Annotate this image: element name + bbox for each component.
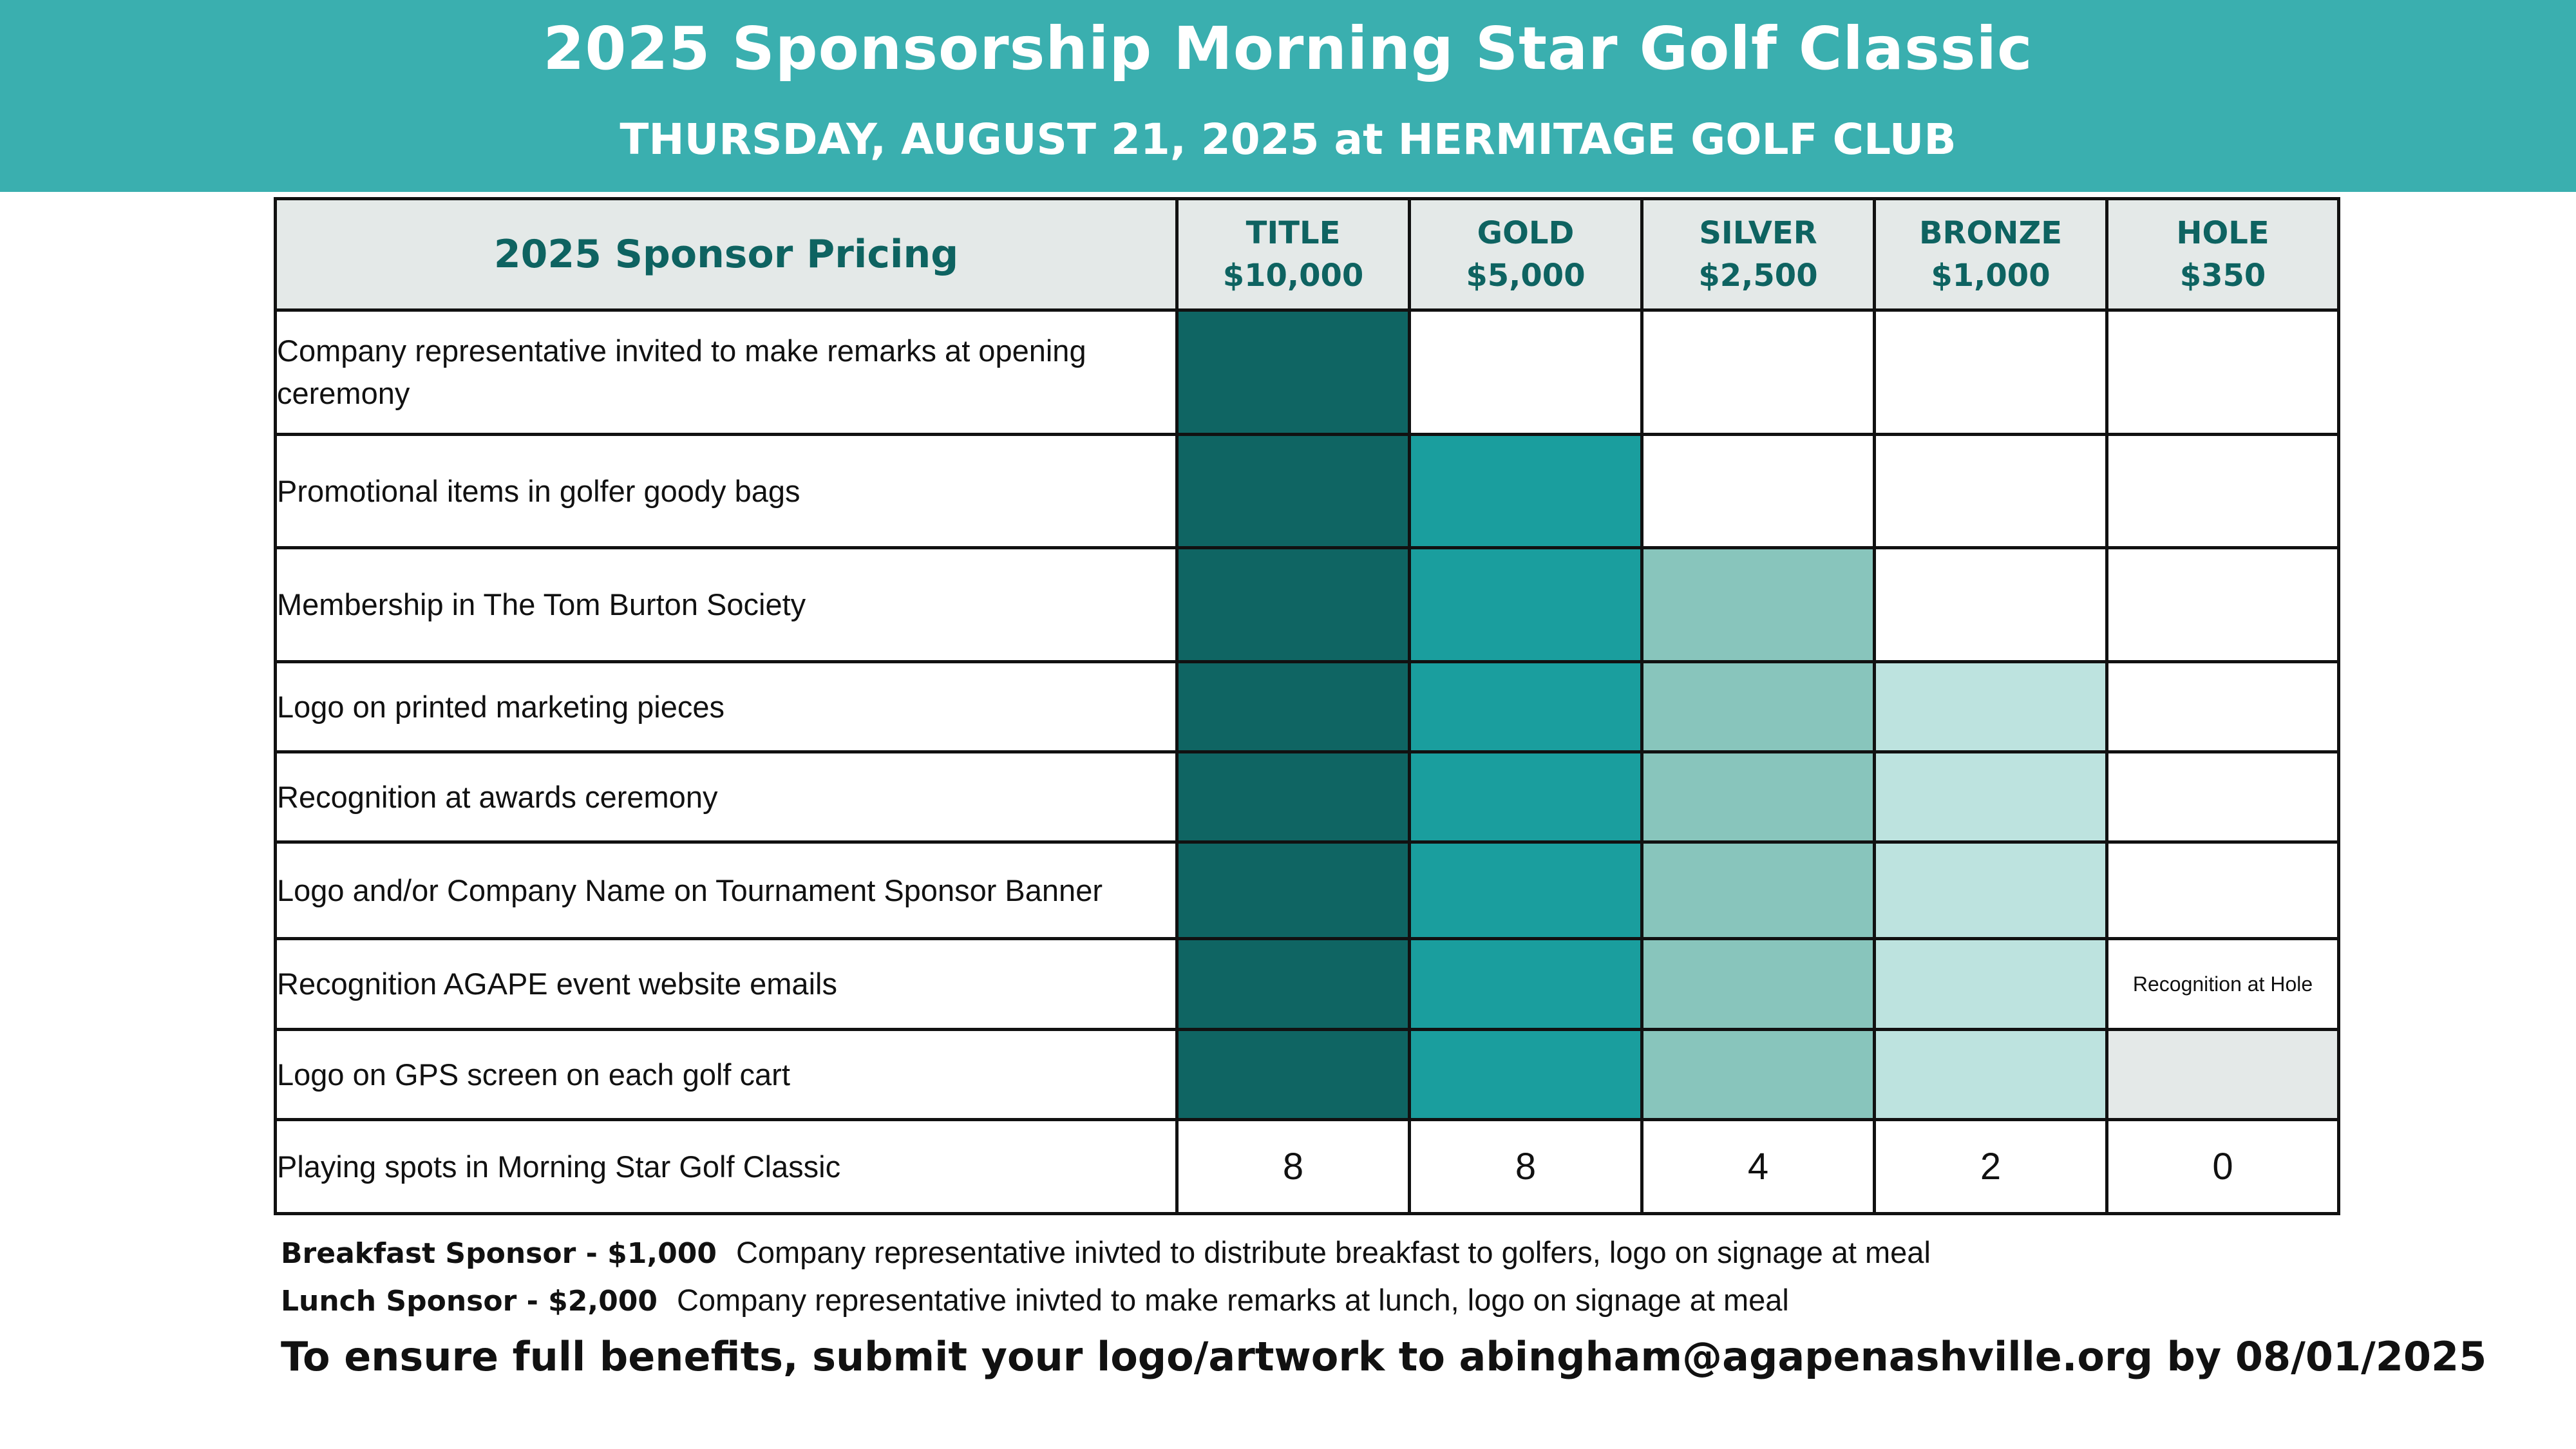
table-row: Logo and/or Company Name on Tournament S… bbox=[274, 840, 2340, 940]
tier-cell-title-included bbox=[1175, 660, 1411, 753]
tier-cell-bronze-included bbox=[1873, 1028, 2108, 1121]
tier-name: TITLE bbox=[1245, 215, 1341, 251]
tier-cell-bronze-included bbox=[1873, 840, 2108, 940]
addon-name: Lunch Sponsor - $2,000 bbox=[281, 1285, 658, 1318]
tier-cell-gold-included bbox=[1408, 660, 1643, 753]
playing-spots-silver: 4 bbox=[1640, 1118, 1876, 1215]
page-title: 2025 Sponsorship Morning Star Golf Class… bbox=[543, 14, 2033, 83]
logo-submission-notice: To ensure full benefits, submit your log… bbox=[281, 1333, 2487, 1380]
tier-cell-bronze-included bbox=[1873, 660, 2108, 753]
benefit-label: Promotional items in golfer goody bags bbox=[274, 433, 1179, 549]
benefit-label: Logo on GPS screen on each golf cart bbox=[274, 1028, 1179, 1121]
tier-cell-gold-included bbox=[1408, 546, 1643, 663]
table-header-row: 2025 Sponsor Pricing TITLE $10,000 GOLD $5… bbox=[274, 197, 2340, 312]
tier-name: GOLD bbox=[1477, 215, 1575, 251]
tier-header-gold: GOLD $5,000 bbox=[1408, 197, 1643, 312]
tier-cell-silver-included bbox=[1640, 1028, 1876, 1121]
tier-cell-bronze-empty bbox=[1873, 433, 2108, 549]
benefit-label: Recognition at awards ceremony bbox=[274, 750, 1179, 844]
tier-cell-silver-included bbox=[1640, 937, 1876, 1031]
tier-cell-bronze-included bbox=[1873, 937, 2108, 1031]
addon-sponsorships: Breakfast Sponsor - $1,000 Company repres… bbox=[281, 1229, 1931, 1324]
table-row: Logo on printed marketing pieces bbox=[274, 660, 2340, 753]
tier-cell-silver-included bbox=[1640, 750, 1876, 844]
table-row: Logo on GPS screen on each golf cart bbox=[274, 1028, 2340, 1121]
tier-header-bronze: BRONZE $1,000 bbox=[1873, 197, 2108, 312]
playing-spots-hole: 0 bbox=[2105, 1118, 2340, 1215]
tier-cell-title-included bbox=[1175, 1028, 1411, 1121]
tier-cell-title-included bbox=[1175, 308, 1411, 436]
tier-name: BRONZE bbox=[1918, 215, 2063, 251]
benefit-label: Company representative invited to make r… bbox=[274, 308, 1179, 436]
table-row: Playing spots in Morning Star Golf Class… bbox=[274, 1118, 2340, 1215]
lunch-sponsor-line: Lunch Sponsor - $2,000 Company representa… bbox=[281, 1276, 1931, 1324]
benefit-label: Logo and/or Company Name on Tournament S… bbox=[274, 840, 1179, 940]
table-row: Promotional items in golfer goody bags bbox=[274, 433, 2340, 549]
addon-name: Breakfast Sponsor - $1,000 bbox=[281, 1237, 717, 1270]
tier-price: $2,500 bbox=[1698, 258, 1818, 294]
playing-spots-gold: 8 bbox=[1408, 1118, 1643, 1215]
tier-cell-bronze-empty bbox=[1873, 308, 2108, 436]
tier-cell-hole-shaded bbox=[2105, 1028, 2340, 1121]
table-row: Recognition at awards ceremony bbox=[274, 750, 2340, 844]
event-date-location: THURSDAY, AUGUST 21, 2025 at HERMITAGE G… bbox=[620, 115, 1956, 164]
tier-header-title: TITLE $10,000 bbox=[1175, 197, 1411, 312]
tier-cell-hole-empty bbox=[2105, 433, 2340, 549]
tier-cell-silver-empty bbox=[1640, 433, 1876, 549]
tier-cell-hole-empty bbox=[2105, 750, 2340, 844]
addon-description: Company representative inivted to distri… bbox=[735, 1235, 1931, 1269]
tier-name: HOLE bbox=[2176, 215, 2269, 251]
tier-price: $5,000 bbox=[1466, 258, 1586, 294]
tier-cell-gold-included bbox=[1408, 937, 1643, 1031]
sponsor-pricing-table: 2025 Sponsor Pricing TITLE $10,000 GOLD $5… bbox=[274, 197, 2340, 1215]
tier-cell-hole-empty bbox=[2105, 308, 2340, 436]
header-banner: 2025 Sponsorship Morning Star Golf Class… bbox=[0, 0, 2576, 192]
benefit-label: Playing spots in Morning Star Golf Class… bbox=[274, 1118, 1179, 1215]
hole-recognition-note: Recognition at Hole bbox=[2105, 937, 2340, 1031]
benefit-label: Logo on printed marketing pieces bbox=[274, 660, 1179, 753]
table-row: Recognition AGAPE event website emails R… bbox=[274, 937, 2340, 1031]
tier-header-hole: HOLE $350 bbox=[2105, 197, 2340, 312]
table-row: Membership in The Tom Burton Society bbox=[274, 546, 2340, 663]
playing-spots-bronze: 2 bbox=[1873, 1118, 2108, 1215]
tier-cell-hole-empty bbox=[2105, 660, 2340, 753]
addon-description: Company representative inivted to make r… bbox=[676, 1283, 1789, 1317]
tier-cell-title-included bbox=[1175, 937, 1411, 1031]
table-row: Company representative invited to make r… bbox=[274, 308, 2340, 436]
tier-cell-title-included bbox=[1175, 433, 1411, 549]
playing-spots-title: 8 bbox=[1175, 1118, 1411, 1215]
benefit-label: Membership in The Tom Burton Society bbox=[274, 546, 1179, 663]
tier-cell-gold-included bbox=[1408, 1028, 1643, 1121]
tier-cell-gold-included bbox=[1408, 433, 1643, 549]
tier-name: SILVER bbox=[1699, 215, 1817, 251]
tier-cell-title-included bbox=[1175, 750, 1411, 844]
tier-cell-title-included bbox=[1175, 840, 1411, 940]
tier-cell-hole-empty bbox=[2105, 546, 2340, 663]
tier-cell-bronze-included bbox=[1873, 750, 2108, 844]
pricing-table-title: 2025 Sponsor Pricing bbox=[274, 197, 1179, 312]
tier-price: $350 bbox=[2179, 258, 2266, 294]
tier-header-silver: SILVER $2,500 bbox=[1640, 197, 1876, 312]
tier-cell-gold-included bbox=[1408, 840, 1643, 940]
tier-cell-gold-empty bbox=[1408, 308, 1643, 436]
tier-cell-bronze-empty bbox=[1873, 546, 2108, 663]
tier-price: $10,000 bbox=[1222, 258, 1364, 294]
tier-cell-gold-included bbox=[1408, 750, 1643, 844]
tier-price: $1,000 bbox=[1931, 258, 2050, 294]
tier-cell-title-included bbox=[1175, 546, 1411, 663]
benefit-label: Recognition AGAPE event website emails bbox=[274, 937, 1179, 1031]
tier-cell-silver-included bbox=[1640, 546, 1876, 663]
breakfast-sponsor-line: Breakfast Sponsor - $1,000 Company repres… bbox=[281, 1229, 1931, 1276]
tier-cell-silver-included bbox=[1640, 840, 1876, 940]
tier-cell-hole-empty bbox=[2105, 840, 2340, 940]
tier-cell-silver-empty bbox=[1640, 308, 1876, 436]
tier-cell-silver-included bbox=[1640, 660, 1876, 753]
